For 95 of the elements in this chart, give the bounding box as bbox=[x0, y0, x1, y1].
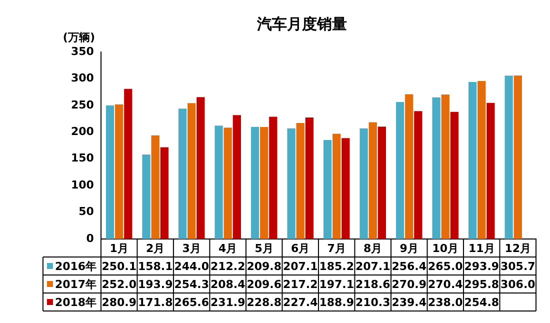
bar bbox=[115, 104, 124, 239]
bar bbox=[432, 97, 440, 239]
y-tick-label: 50 bbox=[78, 205, 94, 218]
data-label: 208.4 bbox=[210, 278, 246, 291]
data-label: 238.0 bbox=[428, 296, 464, 309]
bar bbox=[396, 102, 404, 239]
data-label: 250.1 bbox=[102, 260, 136, 273]
y-tick-label: 100 bbox=[70, 178, 94, 192]
bar bbox=[224, 128, 232, 239]
y-axis-title: (万辆) bbox=[62, 30, 95, 44]
data-label: 193.9 bbox=[138, 278, 173, 291]
data-label: 280.9 bbox=[102, 296, 136, 309]
bar bbox=[151, 135, 160, 239]
bar bbox=[142, 154, 150, 239]
x-tick-label: 10月 bbox=[432, 242, 459, 255]
data-label: 265.6 bbox=[174, 296, 210, 309]
bar bbox=[441, 94, 450, 239]
legend-label: 2016年 bbox=[54, 260, 97, 273]
bar bbox=[342, 138, 350, 239]
x-tick-label: 11月 bbox=[468, 242, 495, 255]
data-label: 185.2 bbox=[319, 260, 354, 273]
y-tick-label: 250 bbox=[70, 98, 94, 112]
bar bbox=[414, 111, 422, 239]
data-label: 293.9 bbox=[464, 260, 500, 273]
data-label: 256.4 bbox=[392, 260, 427, 273]
data-label: 212.2 bbox=[210, 260, 246, 273]
bar bbox=[287, 128, 296, 239]
data-label: 265.0 bbox=[428, 260, 464, 273]
data-label: 270.4 bbox=[428, 278, 464, 291]
bar bbox=[478, 80, 486, 239]
bar bbox=[269, 116, 278, 239]
bar bbox=[504, 76, 513, 239]
legend-label: 2018年 bbox=[54, 296, 97, 309]
x-tick-label: 4月 bbox=[218, 242, 238, 255]
y-tick-label: 200 bbox=[70, 125, 94, 138]
data-label: 254.8 bbox=[464, 296, 500, 309]
bar bbox=[468, 82, 477, 239]
bar bbox=[360, 128, 368, 239]
x-tick-label: 5月 bbox=[254, 242, 274, 255]
y-tick-label: 300 bbox=[70, 72, 94, 85]
bar bbox=[188, 103, 196, 239]
data-label: 210.3 bbox=[355, 296, 390, 309]
bar bbox=[514, 76, 522, 239]
x-tick-label: 1月 bbox=[110, 242, 128, 255]
x-tick-label: 12月 bbox=[504, 242, 532, 255]
x-tick-label: 2月 bbox=[146, 242, 165, 255]
data-label: 239.4 bbox=[392, 296, 427, 309]
data-label: 209.8 bbox=[246, 260, 282, 273]
bar bbox=[405, 94, 414, 239]
bar bbox=[368, 122, 377, 239]
bar bbox=[486, 102, 495, 239]
bar bbox=[178, 108, 187, 239]
data-label: 270.9 bbox=[392, 278, 427, 291]
bar bbox=[124, 88, 132, 239]
data-label: 306.0 bbox=[500, 278, 536, 291]
x-tick-label: 7月 bbox=[327, 242, 346, 255]
data-label: 171.8 bbox=[138, 296, 173, 309]
bar bbox=[296, 122, 304, 239]
data-label: 254.3 bbox=[174, 278, 209, 291]
bar bbox=[305, 118, 314, 239]
bar bbox=[232, 115, 241, 239]
bar bbox=[450, 112, 459, 239]
data-label: 218.6 bbox=[355, 278, 391, 291]
data-label: 158.1 bbox=[138, 260, 173, 273]
data-label: 207.1 bbox=[282, 260, 318, 273]
bar bbox=[250, 126, 260, 239]
y-tick-label: 150 bbox=[70, 152, 94, 165]
bar bbox=[323, 140, 332, 239]
bar bbox=[332, 134, 341, 239]
y-tick-label: 0 bbox=[86, 232, 94, 245]
data-label: 188.9 bbox=[319, 296, 354, 309]
x-tick-label: 8月 bbox=[364, 242, 382, 255]
data-label: 244.0 bbox=[174, 260, 210, 273]
data-label: 217.2 bbox=[282, 278, 318, 291]
bar bbox=[214, 126, 223, 239]
bar bbox=[160, 147, 168, 239]
data-label: 305.7 bbox=[500, 260, 536, 273]
data-label: 197.1 bbox=[319, 278, 354, 291]
data-label: 227.4 bbox=[282, 296, 318, 309]
data-label: 228.8 bbox=[246, 296, 282, 309]
legend-label: 2017年 bbox=[54, 278, 97, 291]
data-label: 209.6 bbox=[246, 278, 282, 291]
bar bbox=[106, 105, 114, 239]
bar bbox=[196, 97, 205, 239]
chart-title: 汽车月度销量 bbox=[256, 14, 347, 33]
x-tick-label: 6月 bbox=[291, 242, 310, 255]
bar bbox=[260, 127, 268, 239]
data-label: 207.1 bbox=[355, 260, 390, 273]
data-label: 252.0 bbox=[102, 278, 137, 291]
x-tick-label: 9月 bbox=[400, 242, 418, 255]
bar bbox=[378, 126, 386, 239]
x-tick-label: 3月 bbox=[182, 242, 201, 255]
data-label: 231.9 bbox=[210, 296, 246, 309]
data-label: 295.8 bbox=[464, 278, 500, 291]
y-tick-label: 350 bbox=[70, 44, 94, 58]
